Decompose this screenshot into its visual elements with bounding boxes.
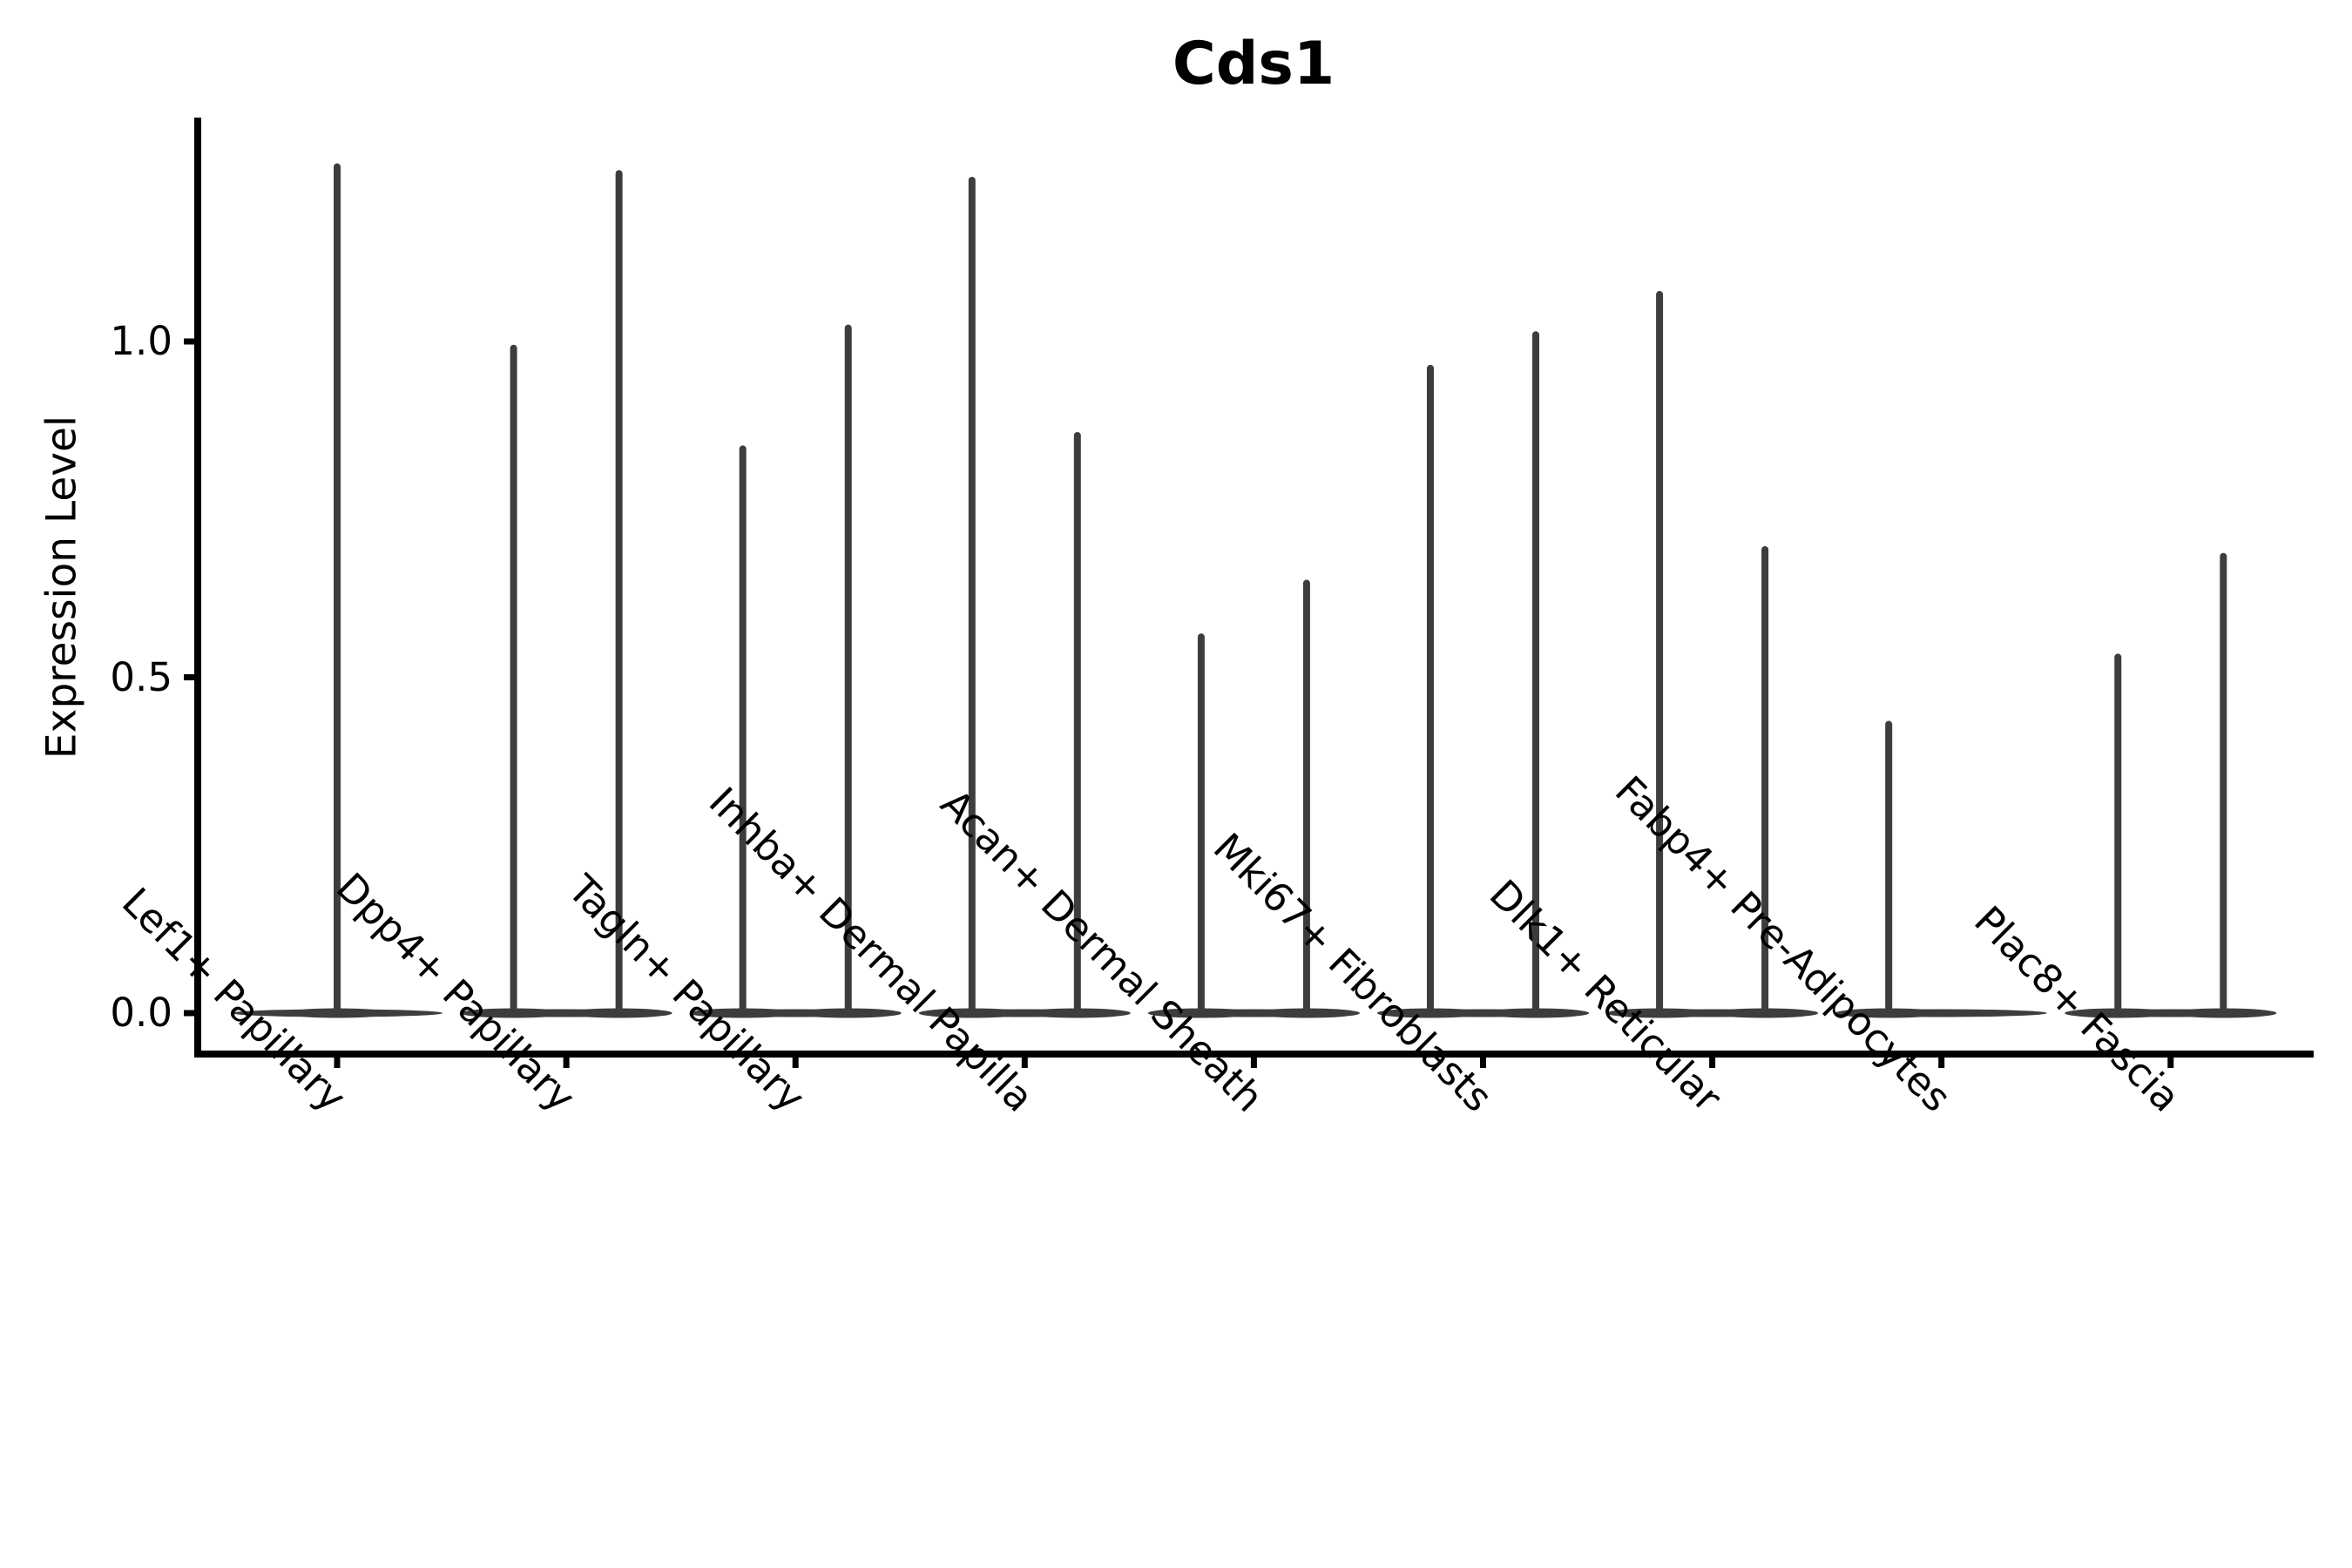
y-tick-label: 0.5	[110, 653, 172, 700]
chart-title: Cds1	[1172, 30, 1335, 98]
y-tick-label: 1.0	[110, 318, 172, 364]
y-tick-label: 0.0	[110, 990, 172, 1036]
y-axis-spine	[194, 118, 201, 1058]
